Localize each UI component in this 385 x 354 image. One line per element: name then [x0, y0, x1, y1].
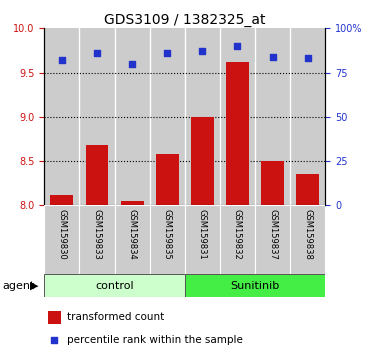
Bar — [255, 28, 290, 205]
Bar — [185, 28, 220, 205]
Point — [305, 56, 311, 61]
Bar — [44, 205, 79, 274]
Bar — [185, 274, 325, 297]
Text: GSM159831: GSM159831 — [198, 209, 207, 259]
Text: GSM159832: GSM159832 — [233, 209, 242, 259]
Bar — [44, 274, 185, 297]
Bar — [255, 205, 290, 274]
Text: GSM159838: GSM159838 — [303, 209, 312, 259]
Text: GSM159837: GSM159837 — [268, 209, 277, 259]
Text: Sunitinib: Sunitinib — [231, 281, 280, 291]
Bar — [48, 311, 61, 324]
Bar — [115, 205, 150, 274]
Text: GSM159834: GSM159834 — [127, 209, 137, 259]
Point — [199, 48, 206, 54]
Bar — [79, 205, 115, 274]
Bar — [290, 205, 325, 274]
Bar — [44, 28, 79, 205]
Point — [94, 50, 100, 56]
Bar — [296, 174, 319, 205]
Bar — [156, 154, 179, 205]
Point — [59, 57, 65, 63]
Bar — [220, 205, 255, 274]
Bar — [79, 28, 115, 205]
Text: ▶: ▶ — [30, 281, 38, 291]
Point — [51, 337, 57, 343]
Text: GSM159835: GSM159835 — [163, 209, 172, 259]
Text: control: control — [95, 281, 134, 291]
Text: GSM159833: GSM159833 — [92, 209, 102, 259]
Bar — [121, 201, 144, 205]
Bar — [220, 28, 255, 205]
Text: transformed count: transformed count — [67, 312, 164, 322]
Point — [234, 43, 241, 49]
Bar — [261, 161, 284, 205]
Bar — [150, 28, 185, 205]
Bar — [115, 28, 150, 205]
Point — [164, 50, 170, 56]
Text: GSM159830: GSM159830 — [57, 209, 66, 259]
Bar — [150, 205, 185, 274]
Bar — [290, 28, 325, 205]
Bar — [226, 62, 249, 205]
Bar — [191, 117, 214, 205]
Title: GDS3109 / 1382325_at: GDS3109 / 1382325_at — [104, 13, 266, 27]
Text: agent: agent — [2, 281, 34, 291]
Bar — [50, 195, 73, 205]
Point — [270, 54, 276, 59]
Text: percentile rank within the sample: percentile rank within the sample — [67, 335, 243, 346]
Bar — [185, 205, 220, 274]
Point — [129, 61, 135, 67]
Bar — [85, 145, 109, 205]
